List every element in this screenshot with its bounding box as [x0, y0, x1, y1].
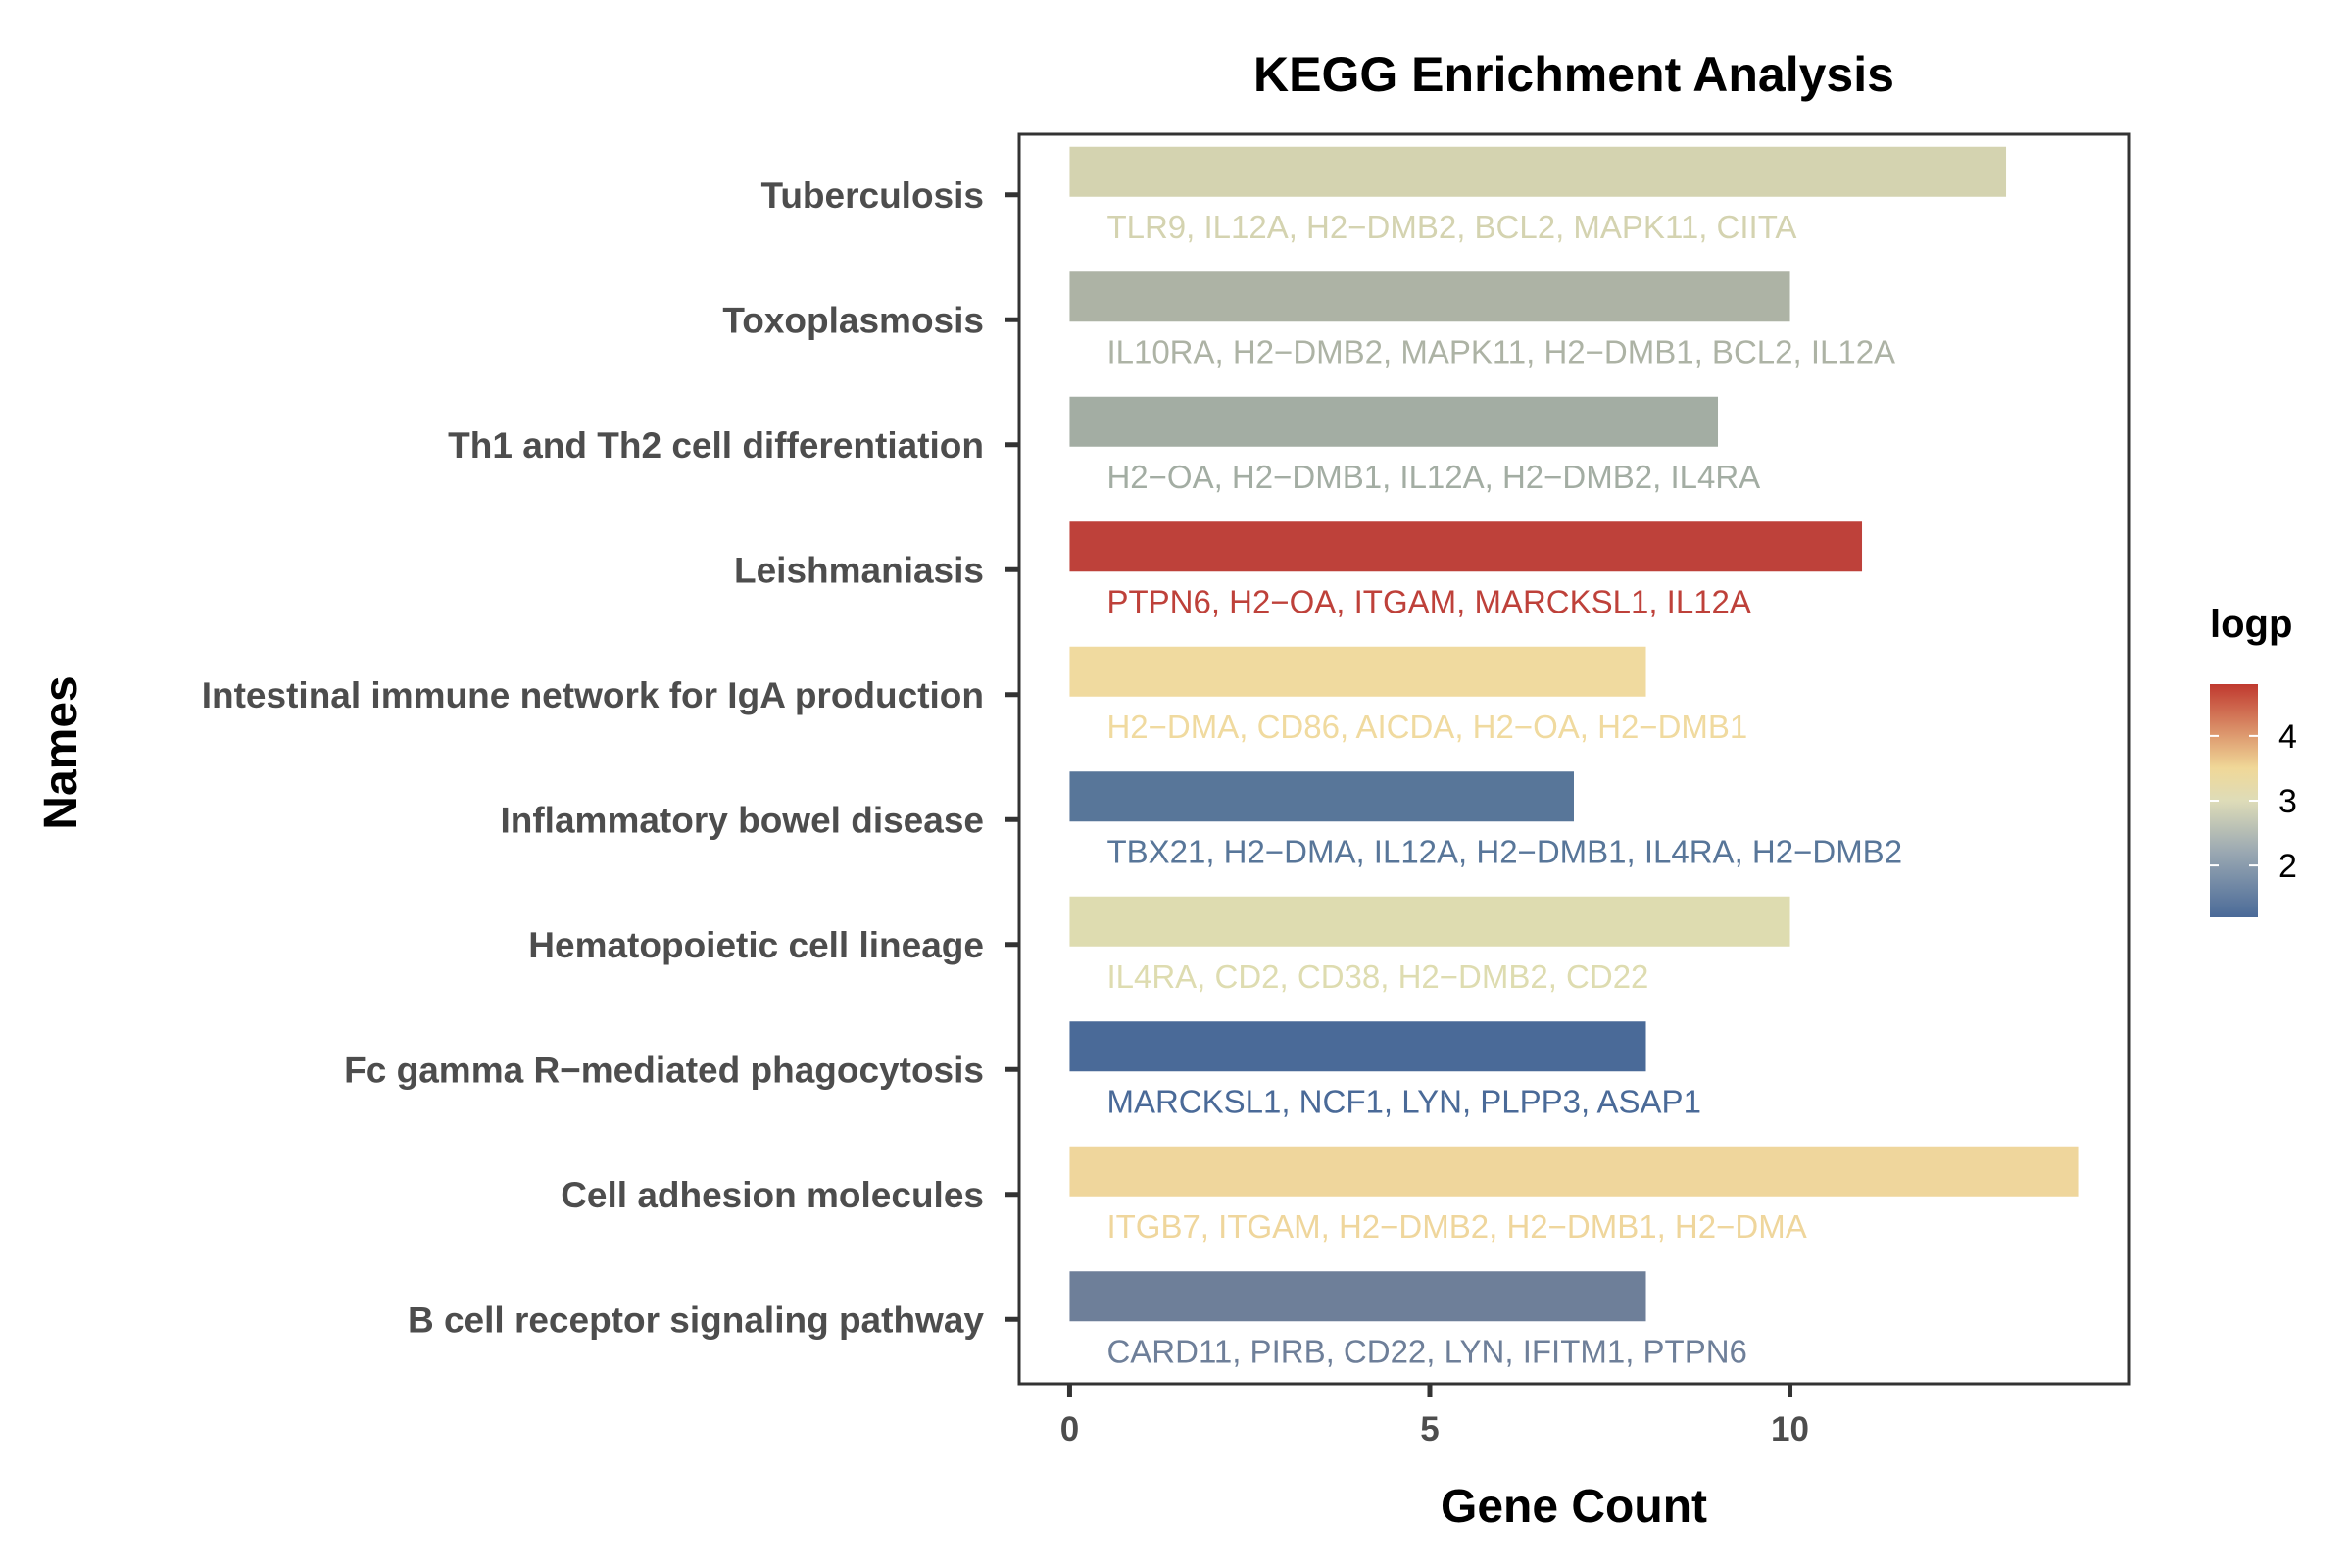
category-label: Hematopoietic cell lineage: [528, 925, 984, 965]
category-label: Tuberculosis: [760, 175, 984, 216]
gene-list-label: IL4RA, CD2, CD38, H2−DMB2, CD22: [1106, 958, 1648, 995]
category-label: Cell adhesion molecules: [561, 1175, 984, 1215]
chart-title: KEGG Enrichment Analysis: [1253, 47, 1894, 102]
gene-list-label: MARCKSL1, NCF1, LYN, PLPP3, ASAP1: [1106, 1083, 1700, 1119]
x-axis-title: Gene Count: [1441, 1481, 1707, 1533]
y-axis-title: Names: [35, 675, 87, 829]
gene-list-label: TLR9, IL12A, H2−DMB2, BCL2, MAPK11, CIIT…: [1106, 209, 1796, 245]
gene-list-label: IL10RA, H2−DMB2, MAPK11, H2−DMB1, BCL2, …: [1106, 333, 1895, 369]
bar: [1069, 271, 1790, 322]
x-tick-label: 5: [1420, 1410, 1439, 1448]
bar: [1069, 1021, 1646, 1072]
bar: [1069, 771, 1574, 822]
gene-list-label: H2−OA, H2−DMB1, IL12A, H2−DMB2, IL4RA: [1106, 459, 1760, 495]
legend-title: logp: [2210, 603, 2292, 646]
bar: [1069, 646, 1646, 697]
category-label: B cell receptor signaling pathway: [408, 1299, 984, 1340]
gene-list-label: CARD11, PIRB, CD22, LYN, IFITM1, PTPN6: [1106, 1333, 1746, 1369]
panel-border: [1017, 132, 2131, 1386]
category-label: Th1 and Th2 cell differentiation: [448, 425, 984, 466]
legend-tick-label: 3: [2278, 783, 2297, 820]
bar: [1069, 1146, 2079, 1197]
legend-tick-label: 2: [2278, 848, 2297, 885]
gene-list-label: TBX21, H2−DMA, IL12A, H2−DMB1, IL4RA, H2…: [1106, 833, 1902, 869]
category-label: Inflammatory bowel disease: [500, 800, 984, 840]
plot-area: Tuberculosis TLR9, IL12A, H2−DMB2, BCL2, …: [202, 132, 2131, 1448]
bar: [1069, 1271, 1646, 1322]
gene-list-label: H2−DMA, CD86, AICDA, H2−OA, H2−DMB1: [1106, 709, 1747, 745]
category-label: Intestinal immune network for IgA produc…: [202, 675, 984, 715]
bar: [1069, 396, 1719, 447]
category-label: Leishmaniasis: [734, 550, 984, 590]
bar: [1069, 146, 2007, 197]
logp-legend: logp 2 3 4: [2210, 603, 2297, 917]
x-tick-label: 0: [1060, 1410, 1079, 1448]
gene-list-label: PTPN6, H2−OA, ITGAM, MARCKSL1, IL12A: [1106, 583, 1750, 619]
legend-tick-label: 4: [2278, 718, 2297, 756]
gene-list-label: ITGB7, ITGAM, H2−DMB2, H2−DMB1, H2−DMA: [1106, 1208, 1806, 1245]
category-label: Fc gamma R−mediated phagocytosis: [344, 1050, 984, 1090]
x-tick-label: 10: [1771, 1410, 1809, 1448]
bar: [1069, 896, 1790, 947]
category-label: Toxoplasmosis: [722, 300, 984, 340]
bar: [1069, 521, 1863, 572]
